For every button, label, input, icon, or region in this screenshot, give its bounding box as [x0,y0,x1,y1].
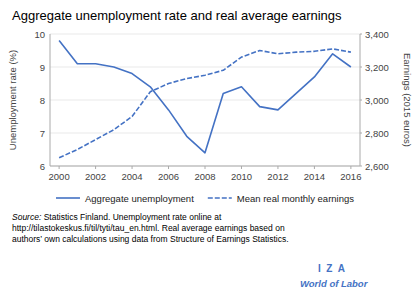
y2-tick [360,67,362,68]
y2-tick-label: 2,600 [365,161,389,172]
logo-subtext: World of Labor [300,278,369,289]
grid [50,34,360,166]
chart: Aggregate unemployment rate and real ave… [0,0,418,295]
source-text: Statistics Finland. Unemployment rate on… [12,212,289,244]
y-tick-label: 10 [34,29,45,40]
x-tick [241,166,242,169]
y2-tick-label: 3,400 [365,29,389,40]
title: Aggregate unemployment rate and real ave… [12,8,342,23]
y2-tick-label: 3,000 [365,95,389,106]
source-line: Statistics Finland. Unemployment rate on… [41,212,222,222]
x-tick [314,166,315,169]
y-axis-line [50,34,51,166]
legend: Aggregate unemployment Mean real monthly … [56,193,354,204]
x-tick-label: 2014 [304,171,325,182]
y-axis-label: Unemployment rate (%) [7,50,18,150]
x-tick-label: 2000 [49,171,70,182]
y2-tick [360,34,362,35]
grid-line [50,67,360,68]
y-tick-label: 6 [40,161,45,172]
grid-line [50,34,360,35]
y-tick-label: 7 [40,128,45,139]
source: Source: Statistics Finland. Unemployment… [12,212,289,244]
source-label: Source: [12,212,42,222]
grid-line [50,133,360,134]
y2-tick [360,100,362,101]
x-tick [168,166,169,169]
y2-tick [360,166,362,167]
y2-tick-label: 2,800 [365,128,389,139]
x-tick [59,166,60,169]
y2-axis-label: Earnings (2015 euros) [402,53,413,147]
x-tick-label: 2012 [267,171,288,182]
legend-swatch [56,197,80,199]
x-tick [277,166,278,169]
x-tick-label: 2008 [194,171,215,182]
x-tick-label: 2006 [158,171,179,182]
x-tick [205,166,206,169]
legend-label: Aggregate unemployment [85,193,194,204]
x-tick [132,166,133,169]
axes: 2000 2002 2004 2006 2008 2010 2012 2014 2016 6 7 8 9… [7,29,413,183]
x-tick [350,166,351,169]
y2-tick-label: 3,200 [365,62,389,73]
legend-item: Mean real monthly earnings [208,193,354,204]
y-tick-label: 8 [40,95,45,106]
series-line [59,49,351,158]
series-line [59,41,351,153]
source-line: http://tilastokeskus.fi/til/tyti/tau_en.… [12,223,285,233]
y-tick-label: 9 [40,62,45,73]
y2-tick [360,133,362,134]
x-tick-label: 2010 [231,171,252,182]
x-tick-label: 2004 [121,171,142,182]
x-tick-label: 2016 [340,171,361,182]
legend-swatch [208,197,232,199]
legend-label: Mean real monthly earnings [237,193,354,204]
plot-area [59,41,351,158]
x-tick-label: 2002 [85,171,106,182]
source-line: authors’ own calculations using data fro… [12,234,289,244]
logo-text: I Z A [318,263,345,274]
legend-item: Aggregate unemployment [56,193,194,204]
x-tick [95,166,96,169]
grid-line [50,100,360,101]
